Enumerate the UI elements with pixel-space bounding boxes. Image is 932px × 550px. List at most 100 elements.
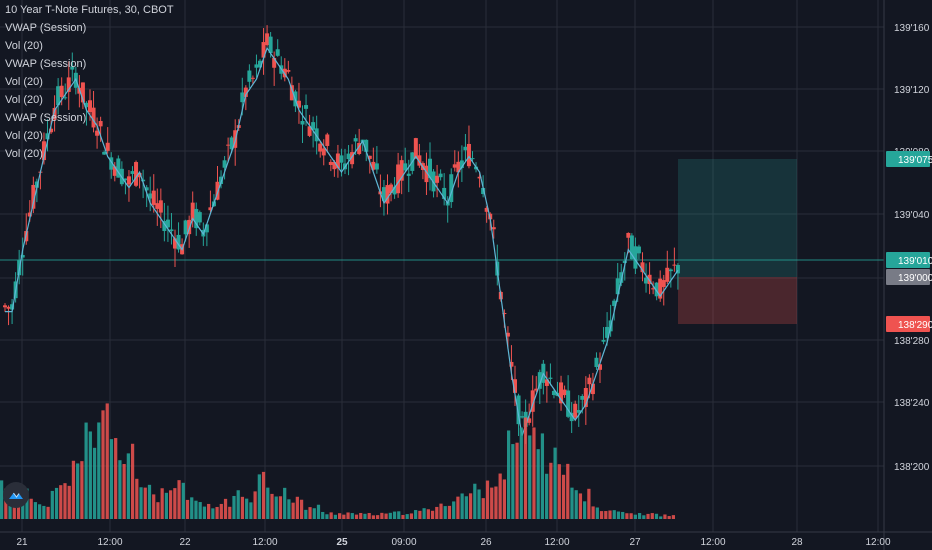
volume-bar [435,506,439,519]
price-label-target[interactable]: 139'075 [898,155,932,166]
volume-bar [160,488,164,519]
indicator-vwap-session-1[interactable]: VWAP (Session) [5,22,87,34]
volume-bar [130,443,135,519]
indicator-vol-4[interactable]: Vol (20) [5,130,43,142]
symbol-title[interactable]: 10 Year T-Note Futures, 30, CBOT [5,4,174,16]
stop-zone[interactable] [678,277,797,324]
candle-body [49,128,54,133]
volume-bar [616,511,621,519]
price-label-last-bg [886,252,930,268]
tradingview-logo-icon[interactable] [3,482,29,508]
volume-bar [143,487,147,519]
indicator-vol-1[interactable]: Vol (20) [5,40,43,52]
volume-bar [557,464,561,519]
volume-bar [629,513,633,519]
candle-body [665,267,670,282]
volume-bar [67,485,71,519]
volume-bar [439,503,443,519]
candle-body [137,172,142,178]
volume-bar [477,489,481,519]
candle-body [562,389,567,396]
volume-bar [287,499,291,519]
candle-body [513,379,517,393]
volume-bar [452,501,456,519]
price-label-stop[interactable]: 138'290 [898,320,932,331]
volume-bar [553,447,557,519]
price-label-last[interactable]: 139'010 [898,256,932,267]
volume-bar [291,502,295,519]
candle-body [126,176,131,185]
volume-bar [625,513,629,519]
volume-bar [25,488,29,519]
candle-body [569,412,574,422]
volume-bar [460,493,464,519]
volume-bar [595,507,599,519]
volume-bar [545,473,549,519]
volume-bar [59,485,63,519]
volume-bar [490,487,494,519]
volume-bar [338,513,342,519]
volume-bar [80,461,84,519]
candle-body [647,274,652,285]
volume-bar [105,403,109,519]
candle-body [466,143,471,167]
volume-bar [325,514,329,519]
price-label-entry[interactable]: 139'000 [898,273,932,284]
candle-body [197,212,202,223]
volume-bar [523,417,528,519]
time-tick-label: 12:00 [700,537,725,548]
volume-bar [566,463,570,519]
candle-body [318,143,323,152]
indicator-vol-2[interactable]: Vol (20) [5,76,43,88]
time-tick-label: 12:00 [97,537,122,548]
price-tick-label: 139'160 [894,23,930,34]
candle-body [573,403,578,418]
candle-body [66,77,71,92]
volume-bar [211,508,215,519]
volume-bar [304,509,308,519]
candle-body [219,176,224,184]
candle-body [381,187,386,201]
volume-bar [502,479,506,519]
candle-body [52,107,57,120]
candle-body [286,70,291,72]
candle-body [346,153,351,160]
candle-body [452,164,457,168]
candle-body [268,36,273,54]
volume-bar [578,493,583,519]
indicator-vwap-session-3[interactable]: VWAP (Session) [5,112,87,124]
volume-bar [621,511,625,519]
candle-body [619,272,624,283]
candle-body [598,364,602,370]
volume-bar [599,511,604,519]
price-tick-label: 139'040 [894,210,930,221]
volume-bar [485,480,490,519]
volume-bar [135,478,139,519]
volume-bar [650,513,654,519]
volume-bar [574,490,578,519]
volume-bar [274,496,278,519]
volume-bar [587,488,591,519]
candle-body [615,278,620,295]
candle-body [675,265,680,274]
candle-body [392,186,397,195]
candle-body [491,227,496,230]
volume-bar [532,427,536,519]
volume-bar [126,453,130,519]
volume-bar [583,501,587,519]
candle-body [311,122,316,130]
indicator-vol-5[interactable]: Vol (20) [5,148,43,160]
candle-body [165,219,170,228]
target-zone[interactable] [678,159,797,277]
indicator-vwap-session-2[interactable]: VWAP (Session) [5,58,87,70]
volume-bar [207,503,211,519]
candle-body [105,142,110,151]
volume-bar [519,427,523,519]
indicator-vol-3[interactable]: Vol (20) [5,94,43,106]
candle-body [477,176,482,179]
volume-bar [397,511,401,519]
candle-body [385,185,390,204]
volume-bar [308,507,312,519]
